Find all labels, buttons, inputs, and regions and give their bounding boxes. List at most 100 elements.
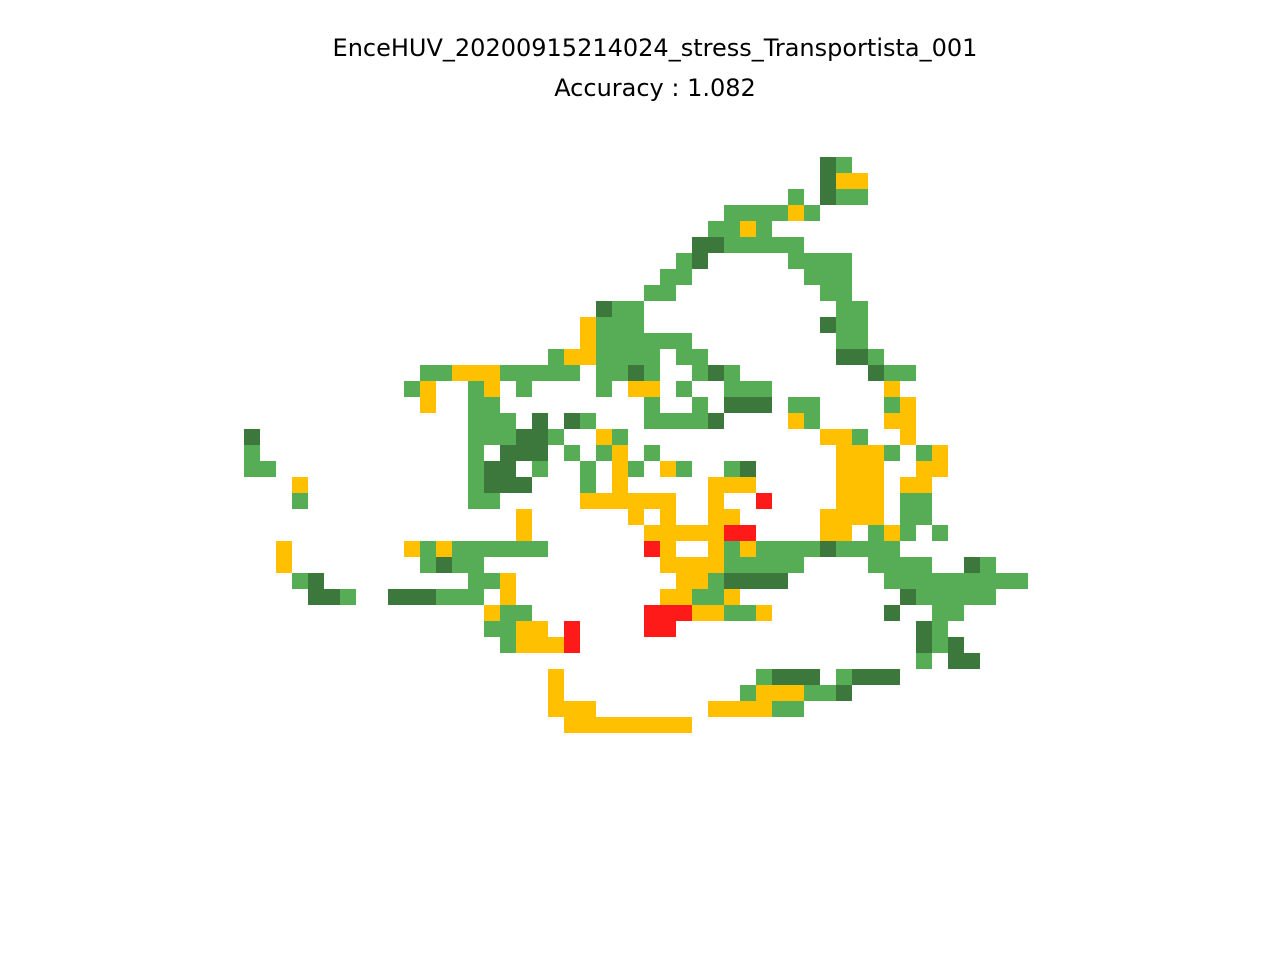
heatmap-cell — [740, 541, 756, 557]
heatmap-cell — [980, 589, 996, 605]
heatmap-cell — [884, 557, 900, 573]
heatmap-cell — [644, 285, 660, 301]
heatmap-cell — [500, 605, 516, 621]
heatmap-cell — [964, 573, 980, 589]
heatmap-cell — [964, 557, 980, 573]
heatmap-cell — [596, 445, 612, 461]
heatmap-cell — [836, 285, 852, 301]
heatmap-cell — [484, 493, 500, 509]
heatmap-cell — [660, 413, 676, 429]
heatmap-cell — [724, 573, 740, 589]
heatmap-cell — [836, 685, 852, 701]
heatmap-cell — [436, 557, 452, 573]
heatmap-cell — [580, 493, 596, 509]
heatmap-cell — [324, 589, 340, 605]
heatmap-cell — [660, 541, 676, 557]
heatmap-cell — [724, 461, 740, 477]
heatmap-cell — [644, 333, 660, 349]
heatmap-cell — [628, 717, 644, 733]
heatmap-cell — [724, 365, 740, 381]
heatmap-cell — [692, 397, 708, 413]
heatmap-cell — [916, 509, 932, 525]
heatmap-cell — [676, 269, 692, 285]
heatmap-cell — [932, 461, 948, 477]
heatmap-cell — [676, 717, 692, 733]
heatmap-cell — [708, 701, 724, 717]
heatmap-cell — [788, 397, 804, 413]
heatmap-cell — [852, 349, 868, 365]
heatmap-cell — [900, 429, 916, 445]
heatmap-cell — [884, 525, 900, 541]
heatmap-cell — [724, 541, 740, 557]
heatmap-cell — [868, 493, 884, 509]
heatmap-cell — [484, 541, 500, 557]
heatmap-cell — [692, 573, 708, 589]
heatmap-cell — [612, 717, 628, 733]
heatmap-cell — [484, 461, 500, 477]
heatmap-cell — [292, 573, 308, 589]
heatmap-cell — [580, 461, 596, 477]
heatmap-cell — [900, 573, 916, 589]
heatmap-cell — [836, 541, 852, 557]
chart-title: EnceHUV_20200915214024_stress_Transporti… — [0, 28, 1280, 108]
heatmap-cell — [500, 365, 516, 381]
heatmap-cell — [468, 429, 484, 445]
heatmap-cell — [244, 461, 260, 477]
heatmap-cell — [852, 669, 868, 685]
heatmap-cell — [756, 397, 772, 413]
heatmap-cell — [836, 525, 852, 541]
heatmap-cell — [676, 349, 692, 365]
heatmap-cell — [452, 557, 468, 573]
heatmap-cell — [772, 701, 788, 717]
heatmap-cell — [708, 237, 724, 253]
heatmap-cell — [740, 525, 756, 541]
heatmap-cell — [868, 669, 884, 685]
heatmap-cell — [580, 349, 596, 365]
heatmap-cell — [532, 461, 548, 477]
heatmap-cell — [580, 477, 596, 493]
heatmap-cell — [612, 445, 628, 461]
heatmap-cell — [756, 701, 772, 717]
heatmap-cell — [900, 477, 916, 493]
heatmap-cell — [740, 397, 756, 413]
heatmap-cell — [628, 509, 644, 525]
heatmap-cell — [788, 189, 804, 205]
heatmap-cell — [708, 589, 724, 605]
heatmap-cell — [724, 557, 740, 573]
heatmap-cell — [964, 589, 980, 605]
heatmap-cell — [868, 349, 884, 365]
heatmap-cell — [820, 189, 836, 205]
heatmap-cell — [756, 685, 772, 701]
heatmap-cell — [244, 445, 260, 461]
heatmap-cell — [724, 589, 740, 605]
heatmap-cell — [788, 701, 804, 717]
heatmap-cell — [596, 317, 612, 333]
heatmap-cell — [436, 365, 452, 381]
heatmap-cell — [420, 365, 436, 381]
heatmap-cell — [756, 381, 772, 397]
heatmap-cell — [724, 701, 740, 717]
heatmap-cell — [484, 605, 500, 621]
heatmap-cell — [564, 413, 580, 429]
heatmap-cell — [628, 365, 644, 381]
heatmap-cell — [900, 397, 916, 413]
heatmap-cell — [580, 701, 596, 717]
heatmap-cell — [852, 509, 868, 525]
heatmap-cell — [852, 461, 868, 477]
heatmap-cell — [596, 381, 612, 397]
heatmap-cell — [964, 653, 980, 669]
heatmap-cell — [644, 525, 660, 541]
heatmap-cell — [804, 669, 820, 685]
heatmap-cell — [932, 605, 948, 621]
heatmap-cell — [468, 461, 484, 477]
heatmap-cell — [676, 253, 692, 269]
heatmap-cell — [612, 349, 628, 365]
heatmap-cell — [852, 333, 868, 349]
heatmap-cell — [596, 349, 612, 365]
heatmap-cell — [660, 525, 676, 541]
heatmap-cell — [516, 637, 532, 653]
heatmap-cell — [644, 605, 660, 621]
heatmap-cell — [452, 589, 468, 605]
heatmap-cell — [724, 205, 740, 221]
heatmap-cell — [468, 557, 484, 573]
